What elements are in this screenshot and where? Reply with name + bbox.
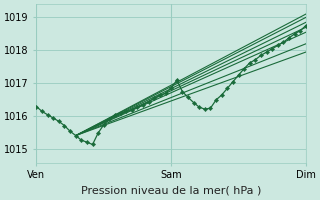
X-axis label: Pression niveau de la mer( hPa ): Pression niveau de la mer( hPa ) xyxy=(81,186,261,196)
